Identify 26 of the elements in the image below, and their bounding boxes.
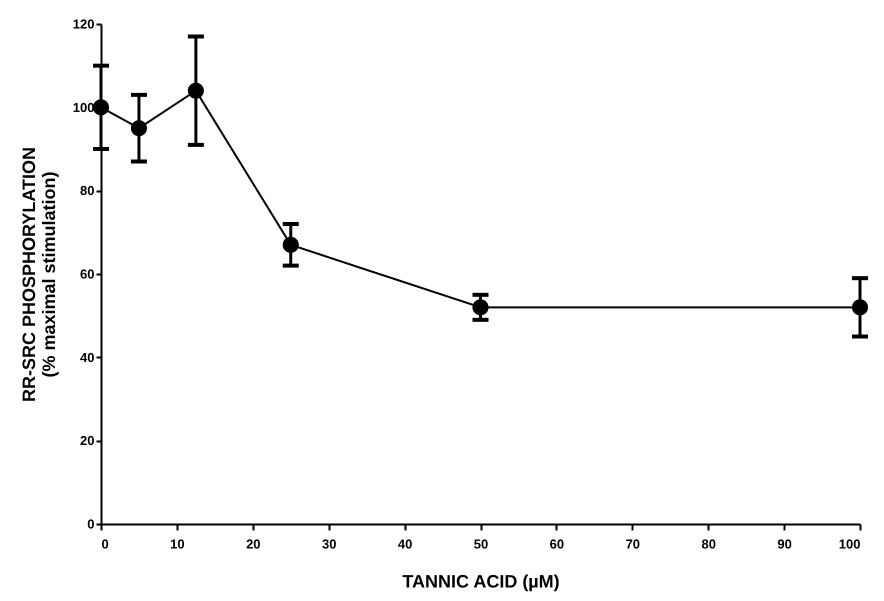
x-tick-label: 60	[550, 536, 564, 552]
y-axis-title: RR-SRC PHOSPHORYLATION (% maximal stimulation)	[18, 146, 59, 402]
point	[282, 236, 299, 253]
point	[92, 99, 110, 116]
y-tick-label: 20	[80, 433, 94, 448]
y-tick-label: 60	[80, 266, 94, 282]
y-tick-label: 0	[87, 516, 94, 532]
y-tick-label: 80	[80, 183, 94, 198]
point	[852, 299, 868, 316]
x-tick-label: 10	[170, 536, 185, 552]
x-tick-label: 20	[246, 536, 261, 552]
point	[130, 120, 148, 136]
y-tick-label: 100	[72, 100, 94, 115]
y-tick-label: 40	[80, 350, 94, 365]
x-axis-title: TANNIC ACID (µM)	[402, 572, 560, 592]
x-tick-label: 100	[838, 536, 860, 552]
x-tick-label: 30	[322, 536, 336, 552]
x-tick-label: 40	[398, 536, 412, 552]
x-tick-label: 90	[777, 536, 792, 552]
x-tick-label: 0	[102, 536, 109, 552]
y-tick-label: 120	[72, 16, 94, 32]
point	[188, 82, 204, 99]
x-tick-label: 50	[474, 536, 488, 552]
x-tick-label: 80	[701, 536, 716, 552]
x-tick-label: 70	[626, 536, 640, 552]
point	[472, 299, 489, 316]
